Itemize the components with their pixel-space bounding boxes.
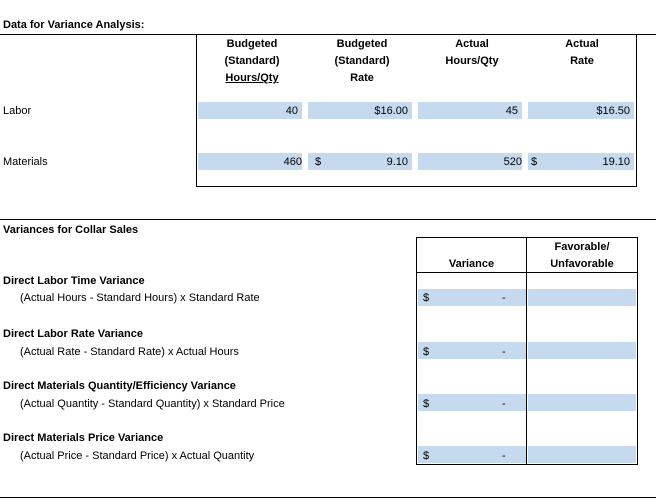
- variance-value: -: [502, 450, 506, 462]
- cell-value: 45: [505, 105, 518, 117]
- data-section-title: Data for Variance Analysis:: [3, 19, 145, 31]
- divider: [526, 237, 527, 465]
- cell-value: 460: [283, 156, 302, 168]
- currency-symbol: $: [423, 450, 430, 462]
- variance-formula: (Actual Price - Standard Price) x Actual…: [20, 450, 255, 462]
- variance-name: Direct Labor Rate Variance: [3, 328, 144, 340]
- input-cell[interactable]: [198, 102, 302, 119]
- input-cell[interactable]: [528, 153, 634, 170]
- column-header: Budgeted (Standard) Hours/Qty: [224, 38, 280, 84]
- input-cell[interactable]: [308, 153, 412, 170]
- divider: [637, 237, 638, 465]
- variance-input-cell[interactable]: [418, 342, 526, 359]
- variance-formula: (Actual Rate - Standard Rate) x Actual H…: [20, 346, 239, 358]
- variance-input-cell[interactable]: [418, 446, 526, 463]
- divider: [416, 237, 417, 465]
- variance-name: Direct Materials Price Variance: [3, 432, 164, 444]
- variance-name: Direct Labor Time Variance: [3, 275, 145, 287]
- divider: [416, 464, 638, 465]
- favorable-column-header: Favorable/ Unfavorable: [550, 241, 614, 270]
- favorable-input-cell[interactable]: [528, 446, 636, 463]
- variance-value: -: [502, 292, 506, 304]
- variance-input-cell[interactable]: [418, 289, 526, 306]
- currency-symbol: $: [423, 346, 430, 358]
- column-header: Actual Rate: [565, 38, 599, 67]
- divider: [0, 497, 656, 498]
- favorable-input-cell[interactable]: [528, 342, 636, 359]
- row-label: Labor: [3, 105, 32, 117]
- variance-section-title: Variances for Collar Sales: [3, 224, 139, 236]
- variance-input-cell[interactable]: [418, 394, 526, 411]
- divider: [0, 219, 656, 220]
- column-header: Budgeted (Standard) Rate: [334, 38, 390, 84]
- row-label: Materials: [3, 156, 48, 168]
- variance-column-header: Variance: [448, 258, 495, 270]
- cell-value: $16.50: [596, 105, 630, 117]
- cell-value: 520: [503, 156, 522, 168]
- favorable-input-cell[interactable]: [528, 394, 636, 411]
- divider: [0, 34, 656, 35]
- variance-formula: (Actual Hours - Standard Hours) x Standa…: [20, 292, 260, 304]
- input-cell[interactable]: [418, 102, 522, 119]
- input-cell[interactable]: [418, 153, 522, 170]
- divider: [196, 186, 636, 187]
- variance-value: -: [502, 398, 506, 410]
- cell-value: 40: [285, 105, 298, 117]
- input-cell[interactable]: [308, 102, 412, 119]
- variance-value: -: [502, 346, 506, 358]
- divider: [416, 237, 638, 238]
- input-cell[interactable]: [528, 102, 634, 119]
- divider: [636, 34, 637, 187]
- input-cell[interactable]: [198, 153, 302, 170]
- divider: [196, 34, 197, 187]
- variance-formula: (Actual Quantity - Standard Quantity) x …: [20, 398, 285, 410]
- divider: [416, 272, 638, 273]
- currency-symbol: $: [315, 156, 322, 168]
- favorable-input-cell[interactable]: [528, 289, 636, 306]
- cell-value: 9.10: [386, 156, 408, 168]
- currency-symbol: $: [423, 292, 430, 304]
- column-header: Actual Hours/Qty: [445, 38, 499, 67]
- cell-value: $16.00: [374, 105, 408, 117]
- currency-symbol: $: [531, 156, 538, 168]
- cell-value: 19.10: [602, 156, 630, 168]
- currency-symbol: $: [423, 398, 430, 410]
- variance-name: Direct Materials Quantity/Efficiency Var…: [3, 380, 236, 392]
